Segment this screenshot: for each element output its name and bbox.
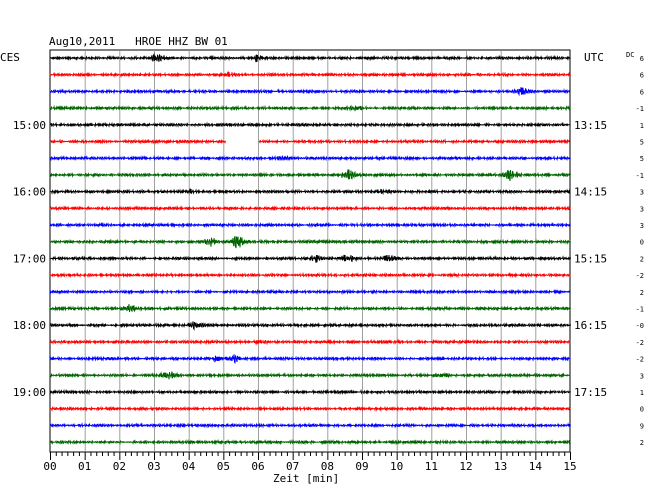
dc-offset-label: -2 [636,272,644,280]
series-line [258,138,571,145]
x-tick-label: 14 [529,460,543,473]
dc-offset-label: 6 [640,88,644,96]
series-line [49,388,571,396]
left-time-label: 16:00 [13,186,46,199]
x-tick-label: 15 [563,460,576,473]
right-time-label: 13:15 [574,119,607,132]
dc-offset-label: -1 [636,306,644,314]
dc-offset-label: 3 [640,205,644,213]
series-line [49,271,571,279]
label-layer: 15:00 16:00 17:00 18:00 19:00 13:15 14:15 15:15… [13,55,644,447]
series-line [49,354,571,365]
dc-offset-label: 0 [640,239,644,247]
dc-offset-label: -0 [636,322,644,330]
x-tick-label: 10 [390,460,403,473]
dc-offset-label: 3 [640,222,644,230]
dc-offset-label: 5 [640,139,644,147]
x-tick-label: 08 [321,460,334,473]
series-line [49,321,571,331]
dc-offset-label: -1 [636,172,644,180]
left-time-label: 17:00 [13,252,46,265]
x-tick-label: 02 [113,460,126,473]
right-time-label: 15:15 [574,252,607,265]
x-tick-label: 07 [286,460,299,473]
series-line [49,138,226,145]
right-time-label: 16:15 [574,319,607,332]
dc-offset-label: 5 [640,155,644,163]
left-time-label: 19:00 [13,386,46,399]
x-tick-label: 01 [78,460,91,473]
series-line [49,104,571,112]
x-axis: 00 01 02 03 04 05 06 07 08 09 10 11 12 13 14 15 [43,452,577,473]
dc-offset-label: 9 [640,422,644,430]
dc-offset-label: -2 [636,339,644,347]
series-line [49,422,571,429]
series-line [49,288,571,296]
dc-corner-label: DC [626,51,634,59]
left-axis-label: CES [0,51,20,64]
dc-offset-label: 6 [640,55,644,63]
series-line [49,254,571,263]
trace-layer [49,52,571,446]
x-tick-label: 04 [182,460,196,473]
dc-offset-label: -2 [636,356,644,364]
dc-offset-label: 3 [640,372,644,380]
series-line [49,221,571,229]
right-time-label: 17:15 [574,386,607,399]
left-time-label: 15:00 [13,119,46,132]
series-line [49,154,571,162]
x-tick-label: 03 [147,460,160,473]
series-line [49,87,571,97]
series-line [49,169,571,181]
x-tick-label: 12 [459,460,472,473]
x-tick-label: 11 [425,460,438,473]
x-tick-label: 13 [494,460,507,473]
dc-offset-label: 2 [640,289,644,297]
right-time-label: 14:15 [574,186,607,199]
dc-offset-label: 2 [640,255,644,263]
series-line [49,70,571,78]
dc-offset-label: -1 [636,105,644,113]
series-line [49,121,571,129]
x-tick-label: 09 [355,460,368,473]
left-time-label: 18:00 [13,319,46,332]
dc-offset-label: 1 [640,389,644,397]
series-line [49,371,571,380]
series-line [49,304,571,313]
right-axis-label: UTC [584,51,604,64]
x-tick-label: 00 [43,460,56,473]
dc-offset-label: 1 [640,122,644,130]
chart-title: Aug10,2011 HROE HHZ BW 01 [49,35,228,48]
dc-offset-label: 2 [640,439,644,447]
series-line [50,405,571,412]
x-axis-label: Zeit [min] [273,472,339,485]
x-tick-label: 05 [217,460,230,473]
series-line [49,205,571,212]
series-line [49,52,571,63]
series-line [49,235,571,249]
dc-offset-label: 0 [640,406,644,414]
series-line [49,338,571,346]
dc-offset-label: 3 [640,189,644,197]
dc-offset-label: 6 [640,72,644,80]
series-line [49,438,571,446]
x-tick-label: 06 [251,460,264,473]
series-line [50,187,571,196]
